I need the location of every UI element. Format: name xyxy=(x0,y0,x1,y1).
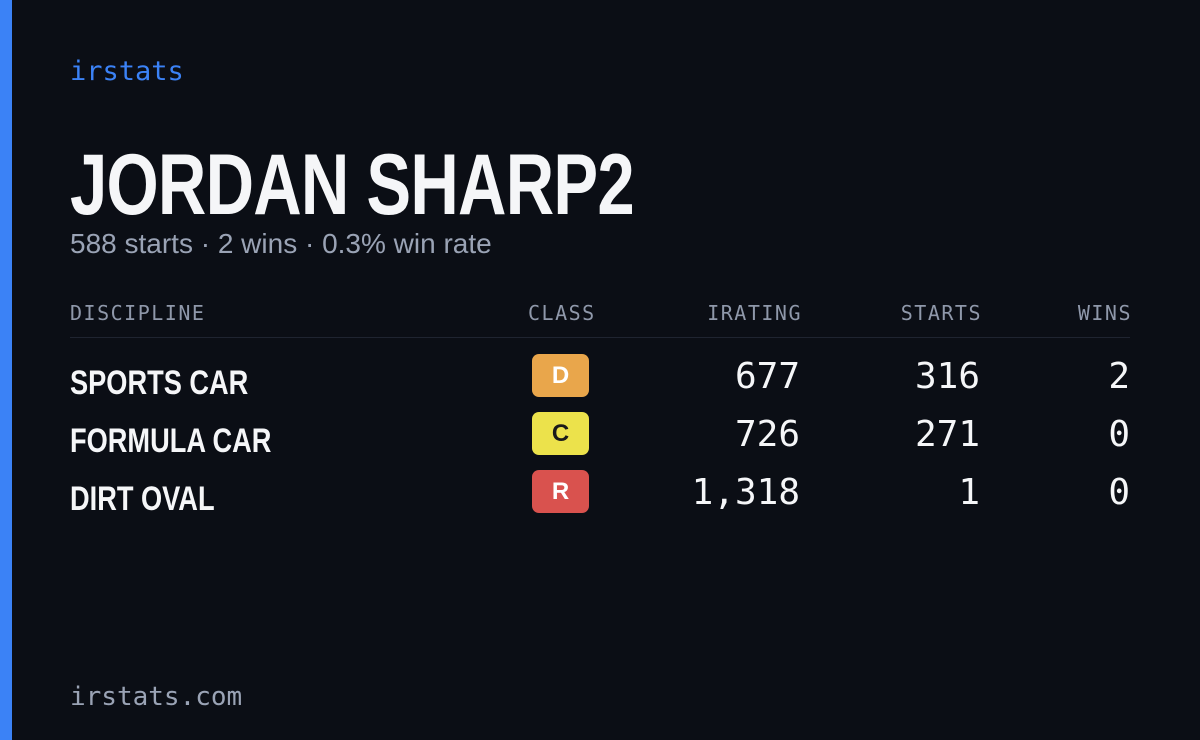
starts: 316 xyxy=(914,356,980,397)
starts: 1 xyxy=(958,472,980,513)
header-cell: CLASS xyxy=(528,301,596,325)
irating: 726 xyxy=(734,414,800,455)
discipline: DIRT OVAL xyxy=(70,480,215,518)
header-cell: DISCIPLINE xyxy=(70,301,206,325)
header-rule xyxy=(70,337,1130,338)
header-cell: WINS xyxy=(1077,301,1132,325)
wins: 0 xyxy=(1108,414,1130,455)
class-badge: R xyxy=(532,470,589,513)
irating: 677 xyxy=(734,356,800,397)
header-cell: STARTS xyxy=(900,301,982,325)
class-badge: D xyxy=(532,354,589,397)
footer-url: irstats.com xyxy=(70,682,243,712)
driver-name: JORDAN SHARP2 xyxy=(70,137,635,233)
class-badge: C xyxy=(532,412,589,455)
summary: 588 starts · 2 wins · 0.3% win rate xyxy=(70,228,492,259)
accent-bar xyxy=(0,0,12,740)
discipline: FORMULA CAR xyxy=(70,422,272,460)
irating: 1,318 xyxy=(691,472,800,513)
discipline: SPORTS CAR xyxy=(70,364,249,402)
wins: 2 xyxy=(1108,356,1130,397)
brand: irstats xyxy=(70,56,184,87)
header-cell: IRATING xyxy=(707,301,802,325)
wins: 0 xyxy=(1108,472,1130,513)
starts: 271 xyxy=(914,414,980,455)
